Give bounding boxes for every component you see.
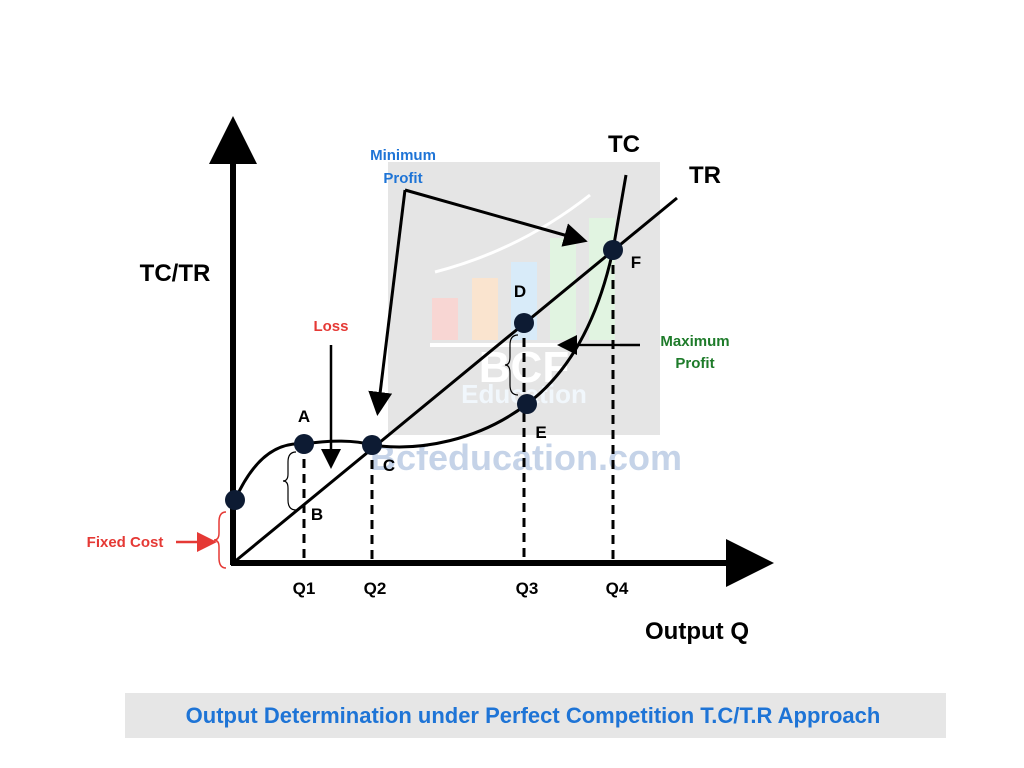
tc-label: TC — [608, 131, 640, 158]
maximum-profit-label: Maximum — [660, 333, 729, 350]
point-label: F — [631, 253, 641, 272]
point-label: B — [311, 505, 323, 524]
quantity-label: Q4 — [606, 579, 629, 598]
point-label: D — [514, 282, 526, 301]
arrow — [404, 188, 588, 247]
maximum-profit-label: Profit — [675, 355, 714, 372]
arrow — [368, 189, 407, 416]
tc-curve — [233, 174, 628, 501]
loss-brace — [282, 451, 297, 511]
tr-label: TR — [689, 162, 721, 189]
y-axis-label: TC/TR — [140, 260, 211, 287]
tr-line — [232, 196, 678, 565]
minimum-profit-label: Minimum — [370, 147, 436, 164]
minimum-profit-label: Profit — [383, 170, 422, 187]
quantity-label: Q1 — [293, 579, 316, 598]
quantity-label: Q3 — [516, 579, 539, 598]
point-label: A — [298, 407, 310, 426]
caption: Output Determination under Perfect Compe… — [186, 703, 881, 728]
watermark-site: Bcfeducation.com — [370, 437, 682, 478]
fixed-cost-brace — [213, 511, 227, 569]
caption-box — [125, 693, 946, 738]
watermark: BCF Education — [388, 162, 660, 435]
points — [225, 240, 623, 510]
x-axis-label: Output Q — [645, 618, 749, 645]
quantity-label: Q2 — [364, 579, 387, 598]
point-label: C — [383, 456, 395, 475]
point-label: E — [535, 423, 546, 442]
loss-label: Loss — [313, 318, 348, 335]
dashed-guides — [302, 250, 615, 563]
fixed-cost-label: Fixed Cost — [87, 534, 164, 551]
profit-brace — [504, 334, 519, 396]
